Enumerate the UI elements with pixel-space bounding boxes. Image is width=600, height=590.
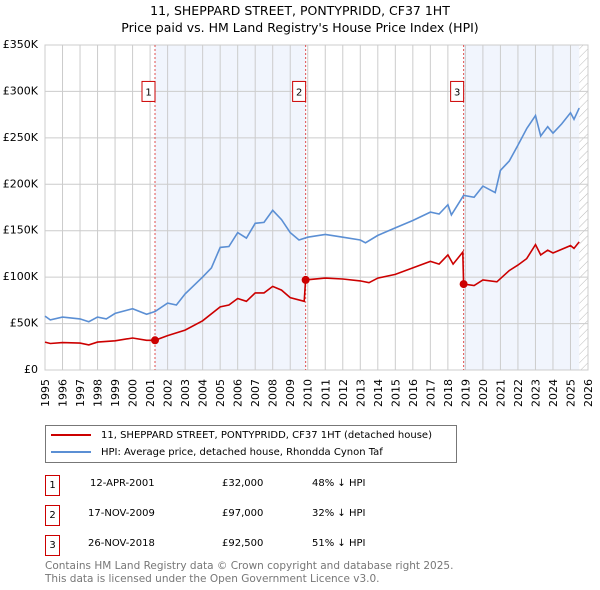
x-tick-label: 2013 [354,379,367,407]
x-tick-label: 2008 [267,379,280,407]
sale-label-box [450,80,465,102]
copyright-text: Contains HM Land Registry data © Crown c… [45,560,454,572]
transaction-price: £97,000 [222,508,264,519]
title-line: 11, SHEPPARD STREET, PONTYPRIDD, CF37 1H… [150,3,450,18]
property-series-line [44,241,580,346]
x-tick-label: 1999 [109,379,122,407]
transaction-date: 17-NOV-2009 [88,508,155,519]
x-tick-label: 1997 [74,379,87,407]
chart-title: 11, SHEPPARD STREET, PONTYPRIDD, CF37 1H… [0,2,600,36]
sale-label-box [292,80,307,102]
sale-label: 1 [145,87,151,98]
x-tick-label: 1996 [57,379,70,407]
x-tick-label: 2018 [442,379,455,407]
legend: 11, SHEPPARD STREET, PONTYPRIDD, CF37 1H… [45,425,457,463]
shaded-period [155,45,306,370]
transaction-date: 12-APR-2001 [90,478,155,489]
x-tick-label: 2015 [389,379,402,407]
legend-label: HPI: Average price, detached house, Rhon… [101,447,383,458]
legend-label: 11, SHEPPARD STREET, PONTYPRIDD, CF37 1H… [101,430,432,441]
x-tick-label: 2005 [214,379,227,407]
transaction-badge: 1 [45,475,60,496]
plot-frame [44,44,589,371]
x-tick-label: 2022 [512,379,525,407]
sale-label: 3 [454,87,460,98]
x-tick-label: 2009 [284,379,297,407]
x-tick-label: 1995 [39,379,52,407]
x-tick-label: 2006 [232,379,245,407]
x-tick-label: 2014 [372,379,385,407]
x-tick-label: 2019 [459,379,472,407]
x-tick-label: 2023 [529,379,542,407]
x-tick-label: 2017 [424,379,437,407]
y-tick-label: £250K [3,131,39,144]
transaction-date: 26-NOV-2018 [88,538,155,549]
x-tick-label: 2010 [302,379,315,407]
y-tick-label: £300K [3,84,39,97]
shaded-period [463,45,580,370]
x-tick-label: 2000 [127,379,140,407]
x-tick-label: 1998 [92,379,105,407]
legend-red-line [51,434,91,436]
transaction-hpi: 51% ↓ HPI [312,538,366,549]
x-tick-label: 2011 [319,379,332,407]
sale-label-box [141,80,156,102]
footer: Contains HM Land Registry data © Crown c… [45,560,453,586]
x-tick-label: 2016 [407,379,420,407]
legend-item-hpi: HPI: Average price, detached house, Rhon… [51,445,383,461]
x-tick-label: 2004 [197,379,210,407]
transaction-badge: 3 [45,535,60,556]
y-tick-label: £350K [3,38,39,51]
price-chart: 1995 1996 1997 1998 1999 2000 2001 2002 2003 2004… [3,38,595,407]
licence-text: This data is licensed under the Open Gov… [45,573,380,585]
sale-point [151,336,160,345]
x-tick-label: 2003 [179,379,192,407]
hpi-series-line [44,107,580,323]
y-tick-label: £50K [10,317,39,330]
x-tick-label: 2012 [337,379,350,407]
transaction-price: £32,000 [222,478,264,489]
transaction-hpi: 32% ↓ HPI [312,508,366,519]
legend-item-property: 11, SHEPPARD STREET, PONTYPRIDD, CF37 1H… [51,428,432,444]
transaction-hpi: 48% ↓ HPI [312,478,366,489]
sale-point [301,275,310,284]
legend-blue-line [51,451,91,453]
y-tick-label: £200K [3,177,39,190]
x-tick-label: 2026 [582,379,595,407]
x-tick-label: 2021 [494,379,507,407]
y-tick-label: £100K [3,270,39,283]
x-tick-label: 2025 [564,379,577,407]
x-tick-label: 2007 [249,379,262,407]
y-tick-label: £150K [3,224,39,237]
sale-label: 2 [296,87,302,98]
transaction-badge: 2 [45,505,60,526]
x-tick-label: 2020 [477,379,490,407]
transaction-price: £92,500 [222,538,264,549]
sale-point [459,280,468,289]
y-tick-label: £0 [24,363,38,376]
x-tick-label: 2001 [144,379,157,407]
x-tick-label: 2024 [547,379,560,407]
x-tick-label: 2002 [162,379,175,407]
subtitle-line: Price paid vs. HM Land Registry's House … [121,20,479,35]
projection-hatch [579,45,588,370]
